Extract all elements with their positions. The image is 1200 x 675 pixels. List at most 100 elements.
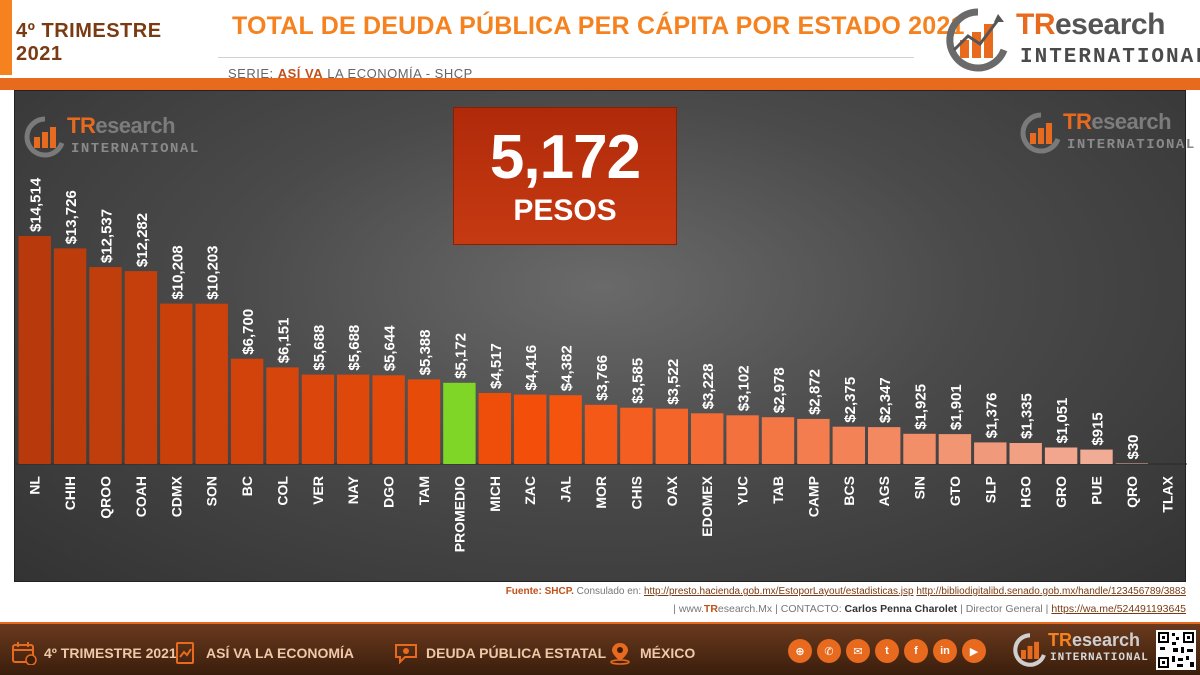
watermark-chart-icon: [24, 116, 65, 158]
mail-icon[interactable]: ✉: [846, 639, 870, 663]
category-label-col: COL: [275, 476, 291, 506]
value-label-bcs: $2,375: [842, 377, 859, 423]
logo-subtitle: INTERNATIONAL: [1020, 46, 1200, 69]
bar-camp: [797, 418, 830, 464]
bar-zac: [514, 394, 547, 464]
series-highlight: ASÍ VA: [277, 66, 324, 81]
logo-wordmark: TResearch: [1016, 8, 1165, 41]
category-label-gro: GRO: [1053, 476, 1069, 508]
series-label: SERIE: ASÍ VA LA ECONOMÍA - SHCP: [228, 66, 473, 81]
watermark-wordmark: TResearch: [67, 113, 176, 138]
bar-ver: [301, 374, 335, 464]
value-label-dgo: $5,644: [382, 325, 399, 372]
footer-logo: TResearch INTERNATIONAL: [1012, 630, 1148, 670]
youtube-icon[interactable]: ▶: [962, 639, 986, 663]
phone-icon[interactable]: ✆: [817, 639, 841, 663]
category-label-chih: CHIH: [62, 476, 78, 510]
quarter-label: 4º TRIMESTRE 2021: [16, 20, 162, 65]
globe-icon[interactable]: ⊕: [788, 639, 812, 663]
value-label-sin: $1,925: [913, 384, 930, 430]
value-label-tam: $5,388: [417, 330, 434, 376]
facebook-icon[interactable]: f: [904, 639, 928, 663]
web-tr: TR: [703, 603, 718, 615]
footer-series-label: ASÍ VA LA ECONOMÍA: [206, 645, 355, 661]
bar-sin: [903, 433, 936, 464]
category-label-oax: OAX: [664, 475, 680, 506]
category-label-ver: VER: [310, 476, 326, 505]
bar-tam: [407, 379, 441, 464]
source-label: Fuente:: [505, 586, 542, 597]
header-band: [0, 78, 1200, 90]
web-suffix: esearch.Mx: [717, 603, 773, 615]
category-label-tam: TAM: [416, 476, 432, 505]
qr-code-icon[interactable]: [1156, 630, 1196, 670]
category-label-nl: NL: [27, 476, 43, 495]
category-label-pue: PUE: [1089, 476, 1105, 505]
watermark-subtitle: INTERNATIONAL: [71, 141, 200, 157]
category-label-edomex: EDOMEX: [699, 475, 715, 536]
bar-cdmx: [160, 303, 193, 464]
watermark-chart-icon: [1020, 112, 1061, 154]
bar-hgo: [1009, 443, 1042, 464]
value-label-oax: $3,522: [665, 359, 682, 405]
source-link-senado[interactable]: http://bibliodigitalibd.senado.gob.mx/ha…: [916, 586, 1186, 597]
value-label-tab: $2,978: [771, 367, 788, 413]
category-label-mor: MOR: [593, 476, 609, 509]
bar-ags: [868, 427, 901, 464]
series-suffix: LA ECONOMÍA - SHCP: [327, 66, 473, 81]
average-value: 5,172: [489, 123, 641, 192]
category-label-promedio: PROMEDIO: [451, 476, 467, 552]
value-label-col: $6,151: [276, 318, 293, 364]
bar-chart: $14,514 NL $13,726 CHIH $12,537 QROO $12,282 CO…: [15, 177, 1187, 552]
footer-logo-chart-icon: [1013, 633, 1046, 667]
value-label-pue: $915: [1090, 412, 1107, 445]
value-label-chis: $3,585: [629, 358, 646, 404]
bar-oax: [655, 408, 688, 464]
linkedin-icon[interactable]: in: [933, 639, 957, 663]
footer-topic-label: DEUDA PÚBLICA ESTATAL: [426, 645, 607, 661]
category-label-dgo: DGO: [381, 476, 397, 508]
footer-topic: DEUDA PÚBLICA ESTATAL: [392, 640, 606, 666]
footer-accent-line: [0, 622, 1200, 625]
footer-quarter-label: 4º TRIMESTRE 2021: [44, 645, 177, 661]
bar-slp: [974, 442, 1007, 464]
category-label-ags: AGS: [876, 476, 892, 506]
value-label-chih: $13,726: [63, 190, 80, 244]
header-divider: [218, 57, 914, 58]
footer-series: ASÍ VA LA ECONOMÍA: [172, 640, 354, 666]
category-label-bc: BC: [239, 476, 255, 496]
bar-edomex: [691, 413, 724, 464]
footer-country: MÉXICO: [606, 640, 695, 666]
bar-gto: [938, 434, 972, 464]
bar-jal: [549, 395, 582, 464]
web-prefix: | www.: [673, 603, 704, 615]
source-link-hacienda[interactable]: http://presto.hacienda.gob.mx/EstoporLay…: [643, 586, 914, 597]
watermark-subtitle: INTERNATIONAL: [1067, 137, 1196, 153]
value-label-bc: $6,700: [240, 309, 257, 355]
report-icon: [172, 640, 200, 666]
source-line: Fuente: SHCP. Consulado en: http://prest…: [506, 586, 1186, 597]
bar-yuc: [726, 415, 759, 464]
whatsapp-link[interactable]: https://wa.me/524491193645: [1051, 603, 1186, 615]
value-label-zac: $4,416: [523, 345, 540, 391]
watermark-logo-left: TResearch INTERNATIONAL: [23, 113, 198, 161]
value-label-cdmx: $10,208: [169, 245, 186, 299]
bar-gro: [1044, 447, 1078, 464]
bar-coah: [124, 271, 158, 464]
value-label-yuc: $3,102: [736, 365, 753, 411]
category-label-zac: ZAC: [522, 476, 538, 505]
category-label-jal: JAL: [558, 476, 574, 503]
footer-logo-wordmark: TResearch: [1048, 630, 1141, 650]
social-icons: ⊕ ✆ ✉ t f in ▶: [788, 639, 986, 663]
category-label-sin: SIN: [912, 476, 928, 499]
category-label-gto: GTO: [947, 476, 963, 506]
watermark-wordmark: TResearch: [1063, 109, 1172, 134]
calendar-icon: [10, 640, 38, 666]
value-label-ags: $2,347: [877, 377, 894, 423]
value-label-qroo: $12,537: [99, 209, 116, 263]
twitter-icon[interactable]: t: [875, 639, 899, 663]
category-label-yuc: YUC: [735, 476, 751, 506]
bar-qroo: [89, 267, 122, 464]
bar-qro: [1115, 463, 1149, 464]
bar-chih: [53, 248, 87, 464]
